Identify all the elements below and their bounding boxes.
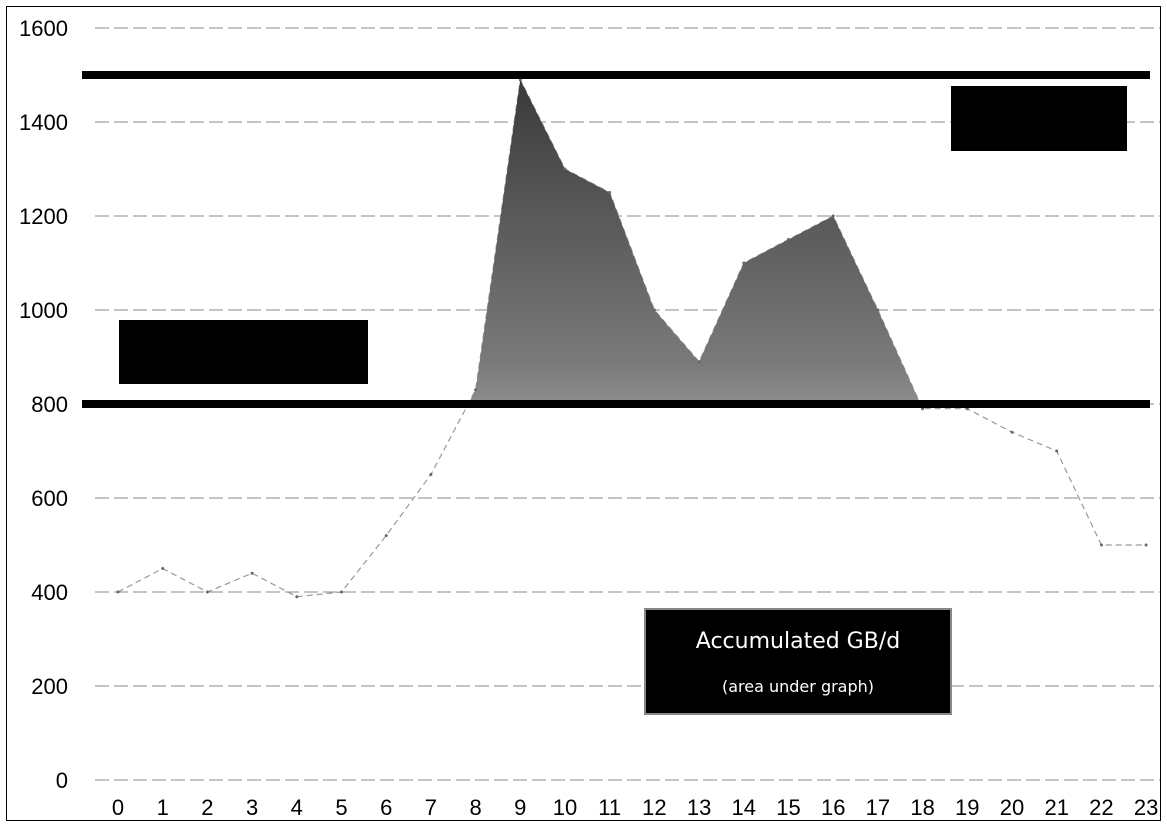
- y-tick-label-1200: 1200: [19, 204, 68, 229]
- redaction-boxes: [119, 86, 1127, 384]
- x-tick-label-1: 1: [157, 795, 169, 820]
- data-point-14: [742, 261, 746, 265]
- x-tick-label-23: 23: [1134, 795, 1158, 820]
- accumulated-annotation: Accumulated GB/d (area under graph): [644, 608, 952, 715]
- x-tick-label-7: 7: [425, 795, 437, 820]
- data-point-12: [652, 308, 656, 312]
- data-point-17: [876, 308, 880, 312]
- x-tick-label-21: 21: [1044, 795, 1068, 820]
- x-tick-label-17: 17: [866, 795, 890, 820]
- data-point-21: [1055, 449, 1059, 453]
- data-point-8: [474, 388, 478, 392]
- data-point-3: [250, 571, 254, 575]
- x-tick-label-5: 5: [335, 795, 347, 820]
- x-tick-label-4: 4: [291, 795, 303, 820]
- data-point-6: [384, 534, 388, 538]
- annotation-title: Accumulated GB/d: [696, 629, 900, 654]
- y-tick-label-400: 400: [31, 580, 68, 605]
- x-tick-label-19: 19: [955, 795, 979, 820]
- data-point-16: [831, 214, 835, 218]
- annotation-box: [644, 608, 952, 715]
- x-tick-label-12: 12: [642, 795, 666, 820]
- data-point-0: [116, 590, 120, 594]
- y-tick-label-0: 0: [56, 768, 68, 793]
- x-tick-label-15: 15: [776, 795, 800, 820]
- y-tick-label-800: 800: [31, 392, 68, 417]
- x-tick-label-16: 16: [821, 795, 845, 820]
- data-point-4: [295, 595, 299, 599]
- x-axis-ticks: 0 1 2 3 4 5 6 7 8 9 10 11 12 13 14 15 16 17 18 19 20 21 22 23: [112, 795, 1158, 820]
- x-tick-label-10: 10: [553, 795, 577, 820]
- y-tick-label-1600: 1600: [19, 16, 68, 41]
- data-point-1: [161, 567, 165, 570]
- series-line: [117, 77, 1147, 598]
- y-tick-label-1400: 1400: [19, 110, 68, 135]
- x-tick-label-3: 3: [246, 795, 258, 820]
- data-point-22: [1099, 543, 1103, 547]
- data-point-13: [697, 360, 701, 364]
- data-point-23: [1144, 543, 1148, 547]
- data-point-20: [1010, 430, 1014, 434]
- data-point-11: [608, 191, 612, 194]
- x-tick-label-8: 8: [469, 795, 481, 820]
- data-point-15: [787, 238, 790, 241]
- y-tick-label-1000: 1000: [19, 298, 68, 323]
- y-tick-label-200: 200: [31, 674, 68, 699]
- data-point-10: [563, 167, 567, 171]
- x-tick-label-2: 2: [201, 795, 213, 820]
- data-point-5: [340, 590, 343, 594]
- series-area-fill: [118, 79, 1147, 404]
- x-tick-label-20: 20: [1000, 795, 1024, 820]
- y-tick-label-600: 600: [31, 486, 68, 511]
- redaction-box-left: [119, 320, 368, 384]
- y-axis-ticks: 0 200 400 600 800 1000 1200 1400 1600: [19, 16, 68, 793]
- x-tick-label-14: 14: [732, 795, 756, 820]
- x-tick-label-6: 6: [380, 795, 392, 820]
- x-tick-label-18: 18: [910, 795, 934, 820]
- x-tick-label-11: 11: [598, 795, 621, 820]
- x-tick-label-9: 9: [514, 795, 526, 820]
- x-tick-label-0: 0: [112, 795, 124, 820]
- x-tick-label-22: 22: [1089, 795, 1113, 820]
- x-tick-label-13: 13: [687, 795, 711, 820]
- data-point-7: [429, 473, 433, 476]
- annotation-subtitle: (area under graph): [722, 677, 874, 696]
- reference-lines: [82, 71, 1150, 408]
- data-point-2: [205, 590, 209, 594]
- redaction-box-right: [951, 86, 1127, 151]
